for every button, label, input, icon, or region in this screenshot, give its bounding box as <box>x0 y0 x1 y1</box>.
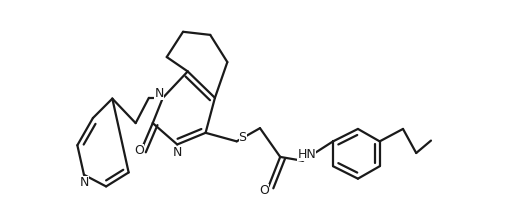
Text: HN: HN <box>296 148 316 161</box>
Text: O: O <box>134 144 144 157</box>
Text: S: S <box>238 131 246 144</box>
Text: O: O <box>259 184 268 197</box>
Text: N: N <box>79 176 88 189</box>
Text: N: N <box>154 87 163 101</box>
Text: N: N <box>172 146 182 159</box>
